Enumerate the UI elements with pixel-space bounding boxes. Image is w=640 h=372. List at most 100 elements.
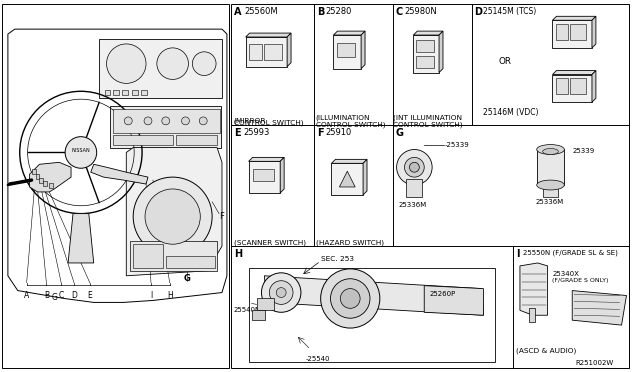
Bar xyxy=(111,106,221,148)
Bar xyxy=(122,90,128,95)
Text: I: I xyxy=(150,291,152,299)
Circle shape xyxy=(193,52,216,76)
Text: CONTROL SWITCH): CONTROL SWITCH) xyxy=(316,122,385,128)
Circle shape xyxy=(133,177,212,256)
Bar xyxy=(552,74,592,102)
Bar xyxy=(406,179,422,197)
Bar xyxy=(113,135,173,145)
Text: D: D xyxy=(474,7,483,17)
Text: A: A xyxy=(24,291,29,299)
Polygon shape xyxy=(592,71,596,102)
Bar xyxy=(248,161,280,193)
Bar xyxy=(141,90,147,95)
Bar xyxy=(44,181,47,186)
Text: R251002W: R251002W xyxy=(575,360,613,366)
Polygon shape xyxy=(413,31,443,35)
Bar xyxy=(537,150,564,185)
Circle shape xyxy=(182,117,189,125)
Polygon shape xyxy=(361,31,365,68)
Text: I: I xyxy=(516,249,520,259)
Text: CONTROL SWITCH): CONTROL SWITCH) xyxy=(234,120,303,126)
Bar xyxy=(130,241,217,271)
Ellipse shape xyxy=(537,145,564,154)
Polygon shape xyxy=(246,33,291,37)
Polygon shape xyxy=(333,31,365,35)
Text: NISSAN: NISSAN xyxy=(72,148,90,153)
Bar xyxy=(49,183,53,188)
Text: D: D xyxy=(71,291,77,299)
Circle shape xyxy=(404,157,424,177)
Circle shape xyxy=(124,117,132,125)
Polygon shape xyxy=(280,157,284,193)
Circle shape xyxy=(144,117,152,125)
Text: SEC. 253: SEC. 253 xyxy=(321,256,354,262)
Circle shape xyxy=(162,117,170,125)
Text: C: C xyxy=(396,7,403,17)
Text: G: G xyxy=(396,128,404,138)
Circle shape xyxy=(145,189,200,244)
Bar xyxy=(248,268,495,362)
Text: H: H xyxy=(167,291,173,299)
Polygon shape xyxy=(339,171,355,187)
Polygon shape xyxy=(363,159,367,195)
Text: 25146M (VDC): 25146M (VDC) xyxy=(483,108,539,117)
Circle shape xyxy=(330,279,370,318)
Bar xyxy=(417,40,434,52)
Bar xyxy=(417,56,434,68)
Circle shape xyxy=(269,281,293,304)
Polygon shape xyxy=(91,164,148,184)
Text: 25340X: 25340X xyxy=(552,271,579,277)
Text: 25980N: 25980N xyxy=(404,7,437,16)
Text: (ILLUMINATION: (ILLUMINATION xyxy=(316,115,370,122)
Bar xyxy=(570,24,586,40)
Text: OR: OR xyxy=(498,57,511,66)
Circle shape xyxy=(157,48,188,80)
Polygon shape xyxy=(572,291,627,325)
Bar xyxy=(257,298,275,310)
Ellipse shape xyxy=(543,148,559,154)
Text: 25280: 25280 xyxy=(326,7,352,16)
Circle shape xyxy=(276,288,286,298)
Bar xyxy=(35,174,40,179)
Text: E: E xyxy=(88,291,92,299)
Bar xyxy=(413,35,439,73)
Bar xyxy=(231,4,630,368)
Text: F: F xyxy=(317,128,323,138)
Polygon shape xyxy=(552,71,596,74)
Circle shape xyxy=(199,117,207,125)
Text: 25336M: 25336M xyxy=(536,199,564,205)
Text: -25540: -25540 xyxy=(306,356,330,362)
Bar xyxy=(166,256,215,268)
Text: (MIRROR: (MIRROR xyxy=(234,118,266,124)
Ellipse shape xyxy=(537,180,564,190)
Text: H: H xyxy=(234,249,242,259)
Text: C: C xyxy=(58,291,64,299)
Polygon shape xyxy=(439,31,443,73)
Circle shape xyxy=(410,162,419,172)
Polygon shape xyxy=(332,159,367,163)
Text: 25550N (F/GRADE SL & SE): 25550N (F/GRADE SL & SE) xyxy=(523,249,618,256)
Text: 25993: 25993 xyxy=(244,128,270,137)
Polygon shape xyxy=(287,33,291,67)
Text: (SCANNER SWITCH): (SCANNER SWITCH) xyxy=(234,239,306,246)
Bar xyxy=(31,169,35,174)
Bar xyxy=(337,43,355,57)
Polygon shape xyxy=(264,276,483,315)
Text: 25560M: 25560M xyxy=(244,7,278,16)
Circle shape xyxy=(340,289,360,308)
Circle shape xyxy=(321,269,380,328)
Circle shape xyxy=(106,44,146,83)
Bar xyxy=(246,37,287,67)
Text: 25540M: 25540M xyxy=(234,307,262,313)
Text: B: B xyxy=(44,291,49,299)
Text: F: F xyxy=(219,212,224,221)
Bar xyxy=(264,44,282,60)
Text: (ASCD & AUDIO): (ASCD & AUDIO) xyxy=(516,348,577,354)
Bar xyxy=(133,244,163,268)
Text: G: G xyxy=(51,292,57,302)
Bar xyxy=(556,78,568,94)
Text: G: G xyxy=(184,274,191,283)
Circle shape xyxy=(397,150,432,185)
Text: (HAZARD SWITCH): (HAZARD SWITCH) xyxy=(316,239,384,246)
Bar xyxy=(2,4,229,368)
